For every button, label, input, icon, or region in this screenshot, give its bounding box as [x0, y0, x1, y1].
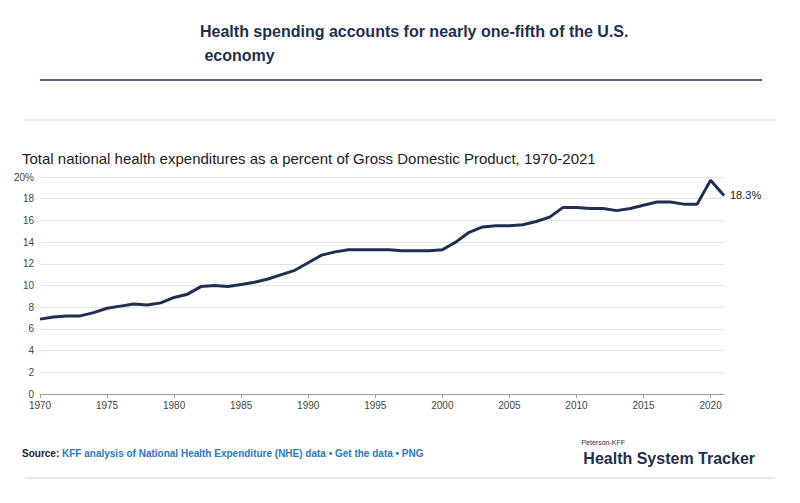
svg-text:1980: 1980	[163, 400, 186, 411]
svg-text:18: 18	[23, 193, 35, 204]
svg-text:1985: 1985	[230, 400, 253, 411]
svg-text:0: 0	[28, 389, 34, 400]
svg-text:Health System Tracker: Health System Tracker	[583, 450, 755, 467]
svg-text:economy: economy	[200, 47, 275, 64]
svg-text:Health spending accounts for n: Health spending accounts for nearly one-…	[200, 23, 628, 40]
svg-text:16: 16	[23, 215, 35, 226]
svg-text:4: 4	[28, 345, 34, 356]
svg-text:14: 14	[23, 237, 35, 248]
svg-text:12: 12	[23, 258, 35, 269]
svg-text:8: 8	[28, 302, 34, 313]
svg-text:1995: 1995	[364, 400, 387, 411]
svg-text:2005: 2005	[498, 400, 521, 411]
svg-text:Source:: Source:	[22, 448, 59, 459]
svg-text:2020: 2020	[699, 400, 722, 411]
svg-text:Total national health expendit: Total national health expenditures as a …	[22, 150, 596, 167]
svg-text:18.3%: 18.3%	[730, 189, 761, 201]
svg-text:2015: 2015	[632, 400, 655, 411]
svg-text:20%: 20%	[14, 172, 34, 183]
svg-text:Peterson-KFF: Peterson-KFF	[581, 439, 625, 446]
svg-text:1970: 1970	[29, 400, 52, 411]
svg-text:2010: 2010	[565, 400, 588, 411]
svg-text:1975: 1975	[96, 400, 119, 411]
svg-text:KFF analysis of National Healt: KFF analysis of National Health Expendit…	[59, 448, 424, 459]
svg-text:6: 6	[28, 323, 34, 334]
svg-text:10: 10	[23, 280, 35, 291]
svg-text:2: 2	[28, 367, 34, 378]
svg-text:2000: 2000	[431, 400, 454, 411]
svg-text:1990: 1990	[297, 400, 320, 411]
